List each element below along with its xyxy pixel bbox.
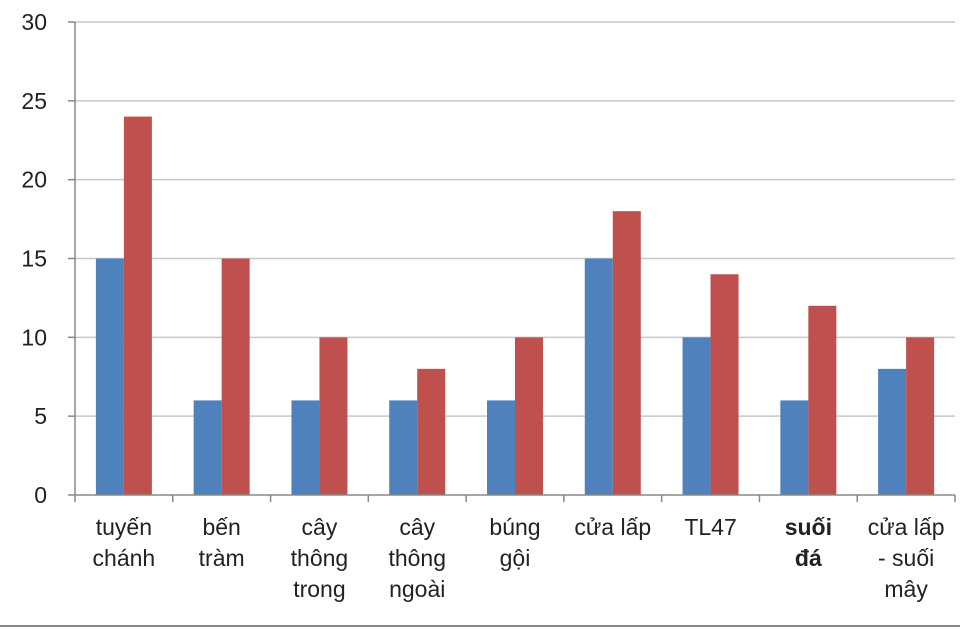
x-category-label: tuyến chánh [93,514,156,571]
bar-series1 [389,400,418,495]
bar-series1 [291,400,320,495]
x-category-label: cửa lấp - suối mây [868,514,945,602]
bar-series1 [878,368,907,495]
x-category-label-line: chánh [93,545,156,571]
x-category-label: bến tràm [199,514,245,571]
y-tick-label: 25 [21,88,47,114]
bar-series1 [95,258,124,495]
bar-series2 [221,258,250,495]
x-category-label-line: - suối [878,545,934,571]
bar-series2 [417,368,446,495]
x-category-label-line: suối [785,514,832,540]
x-category-label-line: mây [884,576,928,602]
x-category-label: búng gội [489,514,540,571]
x-category-label: cây thông ngoài [388,514,446,602]
x-category-label-line: búng [489,514,540,540]
labels: 0 5 10 15 20 25 30 tuyến chánh bến tràm cây thông tro… [21,9,944,602]
x-category-label: cửa lấp [574,514,651,540]
x-category-label-line: ngoài [389,576,445,602]
x-category-label-line: gội [500,545,531,571]
y-tick-label: 15 [21,246,47,272]
axes [0,21,960,627]
x-category-label-line: thông [388,545,446,571]
x-category-label: TL47 [684,514,736,540]
x-category-label-line: cửa lấp [868,514,945,540]
bar-series1 [584,258,613,495]
y-tick-label: 30 [21,9,47,35]
x-category-label: cây thông trong [291,514,349,602]
y-tick-label: 0 [34,482,47,508]
bar-series2 [808,305,837,495]
x-category-label-line: cửa lấp [574,514,651,540]
x-category-label-line: cây [302,514,338,540]
x-category-label-line: cây [399,514,435,540]
y-tick-label: 10 [21,324,47,350]
bar-series1 [193,400,222,495]
x-category-label: suối đá [785,514,832,571]
y-tick-label: 5 [34,403,47,429]
bar-series1 [682,337,711,495]
x-category-label-line: đá [795,545,822,571]
bar-series1 [780,400,809,495]
x-category-label-line: tuyến [96,514,152,540]
x-category-label-line: tràm [199,545,245,571]
bar-series2 [319,337,348,495]
bar-series2 [123,116,152,495]
bar-series2 [515,337,543,495]
x-category-label-line: thông [291,545,349,571]
x-category-label-line: TL47 [684,514,736,540]
bar-series2 [710,274,739,495]
x-category-label-line: bến [202,514,240,540]
y-tick-label: 20 [21,167,47,193]
bars [95,116,935,495]
bar-series2 [906,337,935,495]
x-category-label-line: trong [293,576,345,602]
bar-series1 [487,400,515,495]
bar-series2 [612,211,641,495]
